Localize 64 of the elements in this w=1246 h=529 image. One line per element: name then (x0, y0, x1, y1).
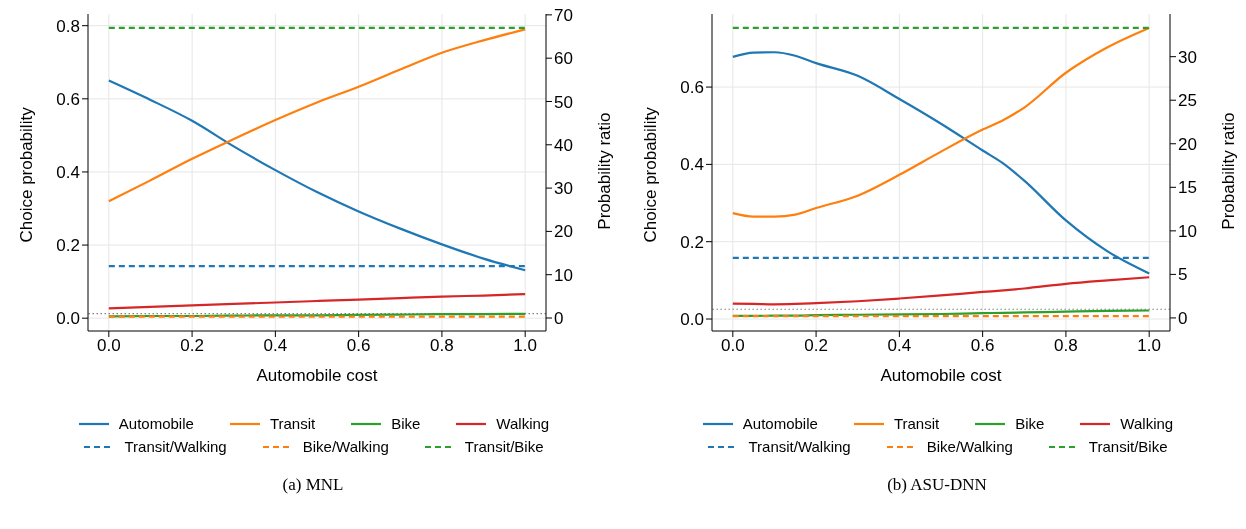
x-tick-label: 1.0 (513, 336, 537, 356)
y-tick-label: 0.2 (56, 236, 80, 256)
y-tick-label: 0.8 (56, 16, 80, 36)
legend-label: Bike (1015, 415, 1045, 432)
x-tick-label: 0.4 (887, 336, 912, 356)
legend-label: Walking (1120, 415, 1174, 432)
y-axis-title: Choice probability (17, 106, 37, 243)
x-tick-label: 0.8 (1054, 336, 1078, 356)
y2-axis-title: Probability ratio (595, 112, 615, 230)
legend-label: Walking (496, 415, 550, 432)
line-series (731, 276, 1151, 306)
x-tick-label: 0.0 (97, 336, 121, 356)
x-tick-label: 0.4 (263, 336, 288, 356)
y2-tick-label: 20 (1178, 134, 1197, 154)
legend-label: Transit/Bike (464, 438, 544, 455)
y2-tick-label: 50 (554, 92, 573, 112)
legend-label: Automobile (742, 415, 818, 432)
y-tick-label: 0.0 (680, 310, 704, 330)
y2-tick-label: 0 (1178, 308, 1188, 328)
y2-tick-label: 25 (1178, 91, 1197, 111)
y2-axis-title: Probability ratio (1219, 112, 1239, 230)
legend-label: Bike/Walking (302, 438, 389, 455)
y-tick-label: 0.6 (680, 78, 704, 98)
legend-label: Automobile (118, 415, 194, 432)
y2-tick-label: 30 (1178, 47, 1197, 67)
x-tick-label: 0.6 (346, 336, 371, 356)
legend-label: Transit/Bike (1088, 438, 1168, 455)
y-axis-title: Choice probability (641, 106, 661, 243)
y2-tick-label: 15 (1178, 178, 1197, 198)
y-tick-label: 0.2 (680, 232, 704, 252)
text: (b) ASU-DNN (887, 475, 987, 495)
y-tick-label: 0.6 (56, 89, 80, 109)
y2-tick-label: 40 (554, 135, 573, 155)
x-axis-title: Automobile cost (256, 366, 378, 385)
y2-tick-label: 10 (554, 265, 573, 285)
y2-tick-label: 70 (554, 5, 573, 25)
x-tick-label: 0.2 (180, 336, 204, 356)
legend-label: Transit (269, 415, 316, 432)
line-series (107, 28, 527, 203)
line-series (107, 79, 527, 272)
y-tick-label: 0.0 (56, 309, 80, 329)
x-tick-label: 0.2 (804, 336, 828, 356)
x-tick-label: 0.8 (430, 336, 454, 356)
y2-tick-label: 30 (554, 179, 573, 199)
text: (a) MNL (282, 475, 344, 495)
legend-label: Transit (893, 415, 940, 432)
x-tick-label: 0.0 (721, 336, 745, 356)
y2-tick-label: 5 (1178, 265, 1188, 285)
legend-label: Bike (391, 415, 421, 432)
y2-tick-label: 0 (554, 309, 564, 329)
legend-label: Bike/Walking (926, 438, 1013, 455)
line-series (731, 26, 1151, 218)
y2-tick-label: 60 (554, 49, 573, 69)
y-tick-label: 0.4 (56, 162, 80, 182)
x-tick-label: 0.6 (970, 336, 995, 356)
legend-label: Transit/Walking (124, 438, 227, 455)
y-tick-label: 0.4 (680, 155, 704, 175)
y2-tick-label: 20 (554, 222, 573, 242)
y2-tick-label: 10 (1178, 221, 1197, 241)
x-axis-title: Automobile cost (880, 366, 1002, 385)
line-series (107, 292, 527, 310)
x-tick-label: 1.0 (1137, 336, 1161, 356)
line-series (731, 51, 1151, 275)
legend-label: Transit/Walking (748, 438, 851, 455)
